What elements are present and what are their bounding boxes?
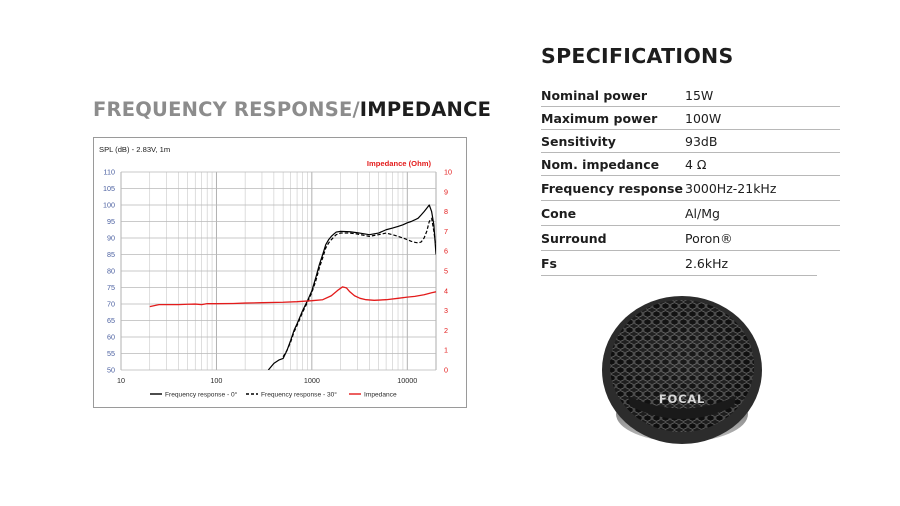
x-tick-label: 10 xyxy=(117,376,125,385)
spec-row: Fs 2.6kHz xyxy=(541,251,817,276)
frequency-response-chart: 50 55 60 65 70 75 80 85 90 95 100 105 110 0 1 2 3 4 5 6 7 8 9 1… xyxy=(93,137,467,408)
spec-value: 93dB xyxy=(685,133,718,149)
spec-row: Maximum power 100W xyxy=(541,107,840,130)
spec-row: Cone Al/Mg xyxy=(541,201,840,226)
spec-label: Maximum power xyxy=(541,110,658,126)
legend-label: Impedance xyxy=(364,391,397,398)
spec-value: Poron® xyxy=(685,230,733,246)
y-tick-label: 90 xyxy=(107,234,115,243)
y-tick-label: 100 xyxy=(103,201,115,210)
spec-label: Sensitivity xyxy=(541,133,616,149)
y2-tick-label: 8 xyxy=(444,207,448,216)
spec-value: 15W xyxy=(685,87,714,103)
series-line-2 xyxy=(149,286,436,308)
spec-value: 3000Hz-21kHz xyxy=(685,180,777,196)
legend-label: Frequency response - 0° xyxy=(165,390,238,398)
y2-tick-label: 1 xyxy=(444,346,448,355)
spec-value: Al/Mg xyxy=(685,205,720,221)
spec-row: Nominal power 15W xyxy=(541,84,840,107)
y-tick-label: 75 xyxy=(107,283,115,292)
spec-row: Frequency response 3000Hz-21kHz xyxy=(541,176,840,201)
y-tick-label: 55 xyxy=(107,349,115,358)
x-tick-label: 1000 xyxy=(304,376,320,385)
spec-value: 2.6kHz xyxy=(685,255,729,271)
y-tick-label: 50 xyxy=(107,366,115,375)
x-tick-label: 10000 xyxy=(397,376,417,385)
spec-label: Frequency response xyxy=(541,180,683,196)
spec-label: Nom. impedance xyxy=(541,156,660,172)
y-tick-label: 85 xyxy=(107,250,115,259)
spec-row: Sensitivity 93dB xyxy=(541,130,840,153)
spec-value: 100W xyxy=(685,110,722,126)
y2-tick-label: 5 xyxy=(444,267,448,276)
y2-tick-label: 4 xyxy=(444,286,448,295)
spec-row: Nom. impedance 4 Ω xyxy=(541,153,840,176)
spec-value: 4 Ω xyxy=(685,156,707,172)
y-tick-label: 70 xyxy=(107,300,115,309)
x-tick-label: 100 xyxy=(210,376,222,385)
frequency-response-heading: FREQUENCY RESPONSE/IMPEDANCE xyxy=(93,98,491,121)
spec-label: Fs xyxy=(541,255,557,271)
y-axis-title: SPL (dB) - 2.83V, 1m xyxy=(99,145,170,154)
chart-svg: 50 55 60 65 70 75 80 85 90 95 100 105 110 0 1 2 3 4 5 6 7 8 9 1… xyxy=(99,145,452,398)
y2-tick-label: 10 xyxy=(444,168,452,177)
heading-part-frequency-response: FREQUENCY RESPONSE/ xyxy=(93,98,360,121)
y2-tick-label: 0 xyxy=(444,366,448,375)
series-line-1 xyxy=(282,217,436,358)
y2-axis-title: Impedance (Ohm) xyxy=(367,159,432,168)
spec-row: Surround Poron® xyxy=(541,226,840,251)
tweeter-product-image: FOCAL xyxy=(602,296,762,444)
y2-tick-label: 3 xyxy=(444,306,448,315)
y2-tick-label: 2 xyxy=(444,326,448,335)
y-tick-label: 60 xyxy=(107,333,115,342)
specifications-table: Nominal power 15W Maximum power 100W Sensiti… xyxy=(541,84,840,276)
y-tick-label: 80 xyxy=(107,267,115,276)
y2-tick-label: 6 xyxy=(444,247,448,256)
y2-tick-label: 9 xyxy=(444,187,448,196)
spec-label: Cone xyxy=(541,205,577,221)
y2-tick-label: 7 xyxy=(444,227,448,236)
specifications-heading: SPECIFICATIONS xyxy=(541,44,734,68)
legend-label: Frequency response - 30° xyxy=(261,390,337,398)
y-tick-label: 65 xyxy=(107,316,115,325)
y-tick-label: 110 xyxy=(104,168,115,177)
spec-label: Nominal power xyxy=(541,87,648,103)
spec-label: Surround xyxy=(541,230,607,246)
heading-part-impedance: IMPEDANCE xyxy=(359,98,492,121)
y-tick-label: 95 xyxy=(107,217,115,226)
y-tick-label: 105 xyxy=(103,184,115,193)
series-line-0 xyxy=(267,204,436,370)
brand-logo-text: FOCAL xyxy=(659,392,705,406)
